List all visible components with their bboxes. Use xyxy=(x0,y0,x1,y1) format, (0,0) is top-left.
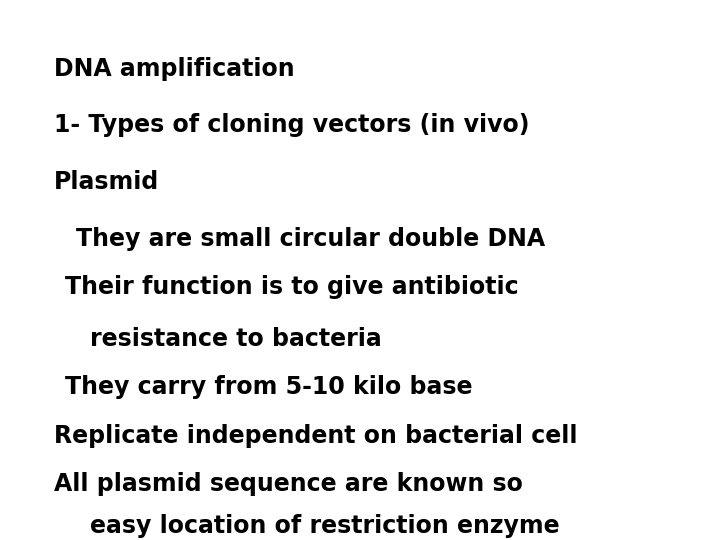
Text: Replicate independent on bacterial cell: Replicate independent on bacterial cell xyxy=(54,424,577,448)
Text: They carry from 5-10 kilo base: They carry from 5-10 kilo base xyxy=(65,375,472,399)
Text: Plasmid: Plasmid xyxy=(54,170,159,194)
Text: easy location of restriction enzyme: easy location of restriction enzyme xyxy=(90,514,559,538)
Text: 1- Types of cloning vectors (in vivo): 1- Types of cloning vectors (in vivo) xyxy=(54,113,529,137)
Text: All plasmid sequence are known so: All plasmid sequence are known so xyxy=(54,472,523,496)
Text: Their function is to give antibiotic: Their function is to give antibiotic xyxy=(65,275,518,299)
Text: They are small circular double DNA: They are small circular double DNA xyxy=(76,227,545,251)
Text: DNA amplification: DNA amplification xyxy=(54,57,294,80)
Text: resistance to bacteria: resistance to bacteria xyxy=(90,327,382,350)
